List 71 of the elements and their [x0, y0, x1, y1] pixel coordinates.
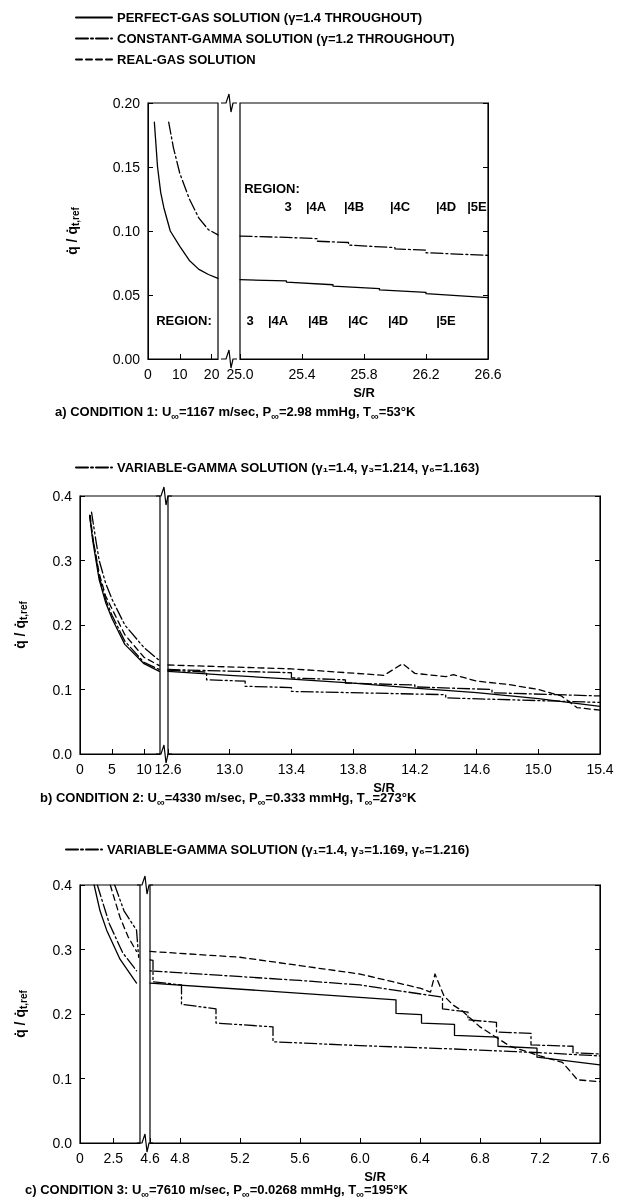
x-axis-title: S/R — [353, 384, 376, 400]
x-tick-label: 12.6 — [154, 761, 182, 777]
y-axis-title: q̇ / q̇t,ref — [64, 206, 81, 255]
x-tick-label: 25.8 — [350, 366, 378, 382]
x-tick-label: 4.8 — [170, 1150, 190, 1166]
y-tick-label: 0.4 — [52, 488, 73, 504]
x-tick-label: 15.0 — [524, 761, 553, 777]
x-tick-label: 26.6 — [474, 366, 502, 382]
y-tick-label: 0.15 — [112, 159, 141, 175]
annotation: 3 — [246, 312, 254, 328]
x-tick-label: 7.2 — [530, 1150, 550, 1166]
x-tick-label: 0 — [144, 366, 153, 382]
x-tick-label: 13.8 — [339, 761, 367, 777]
text: a) CONDITION 1: U$_{∞}$=1167 m/sec, P$_{∞}$=2.98 mmHg, T$_{∞}$=53°K — [55, 404, 416, 422]
y-tick-label: 0.20 — [112, 95, 141, 111]
annotation: 3 — [284, 198, 292, 214]
annotation: REGION: — [244, 180, 300, 196]
x-tick-label: 6.4 — [410, 1150, 430, 1166]
y-tick-label: 0.05 — [112, 287, 141, 303]
annotation: |4D — [435, 198, 457, 214]
x-tick-label: 0 — [76, 761, 85, 777]
legend-label: PERFECT-GAS SOLUTION (γ=1.4 THROUGHOUT) — [117, 10, 423, 25]
annotation: |4D — [387, 312, 409, 328]
x-tick-label: 2.5 — [103, 1150, 124, 1166]
legend-label: REAL-GAS SOLUTION — [117, 52, 256, 67]
x-tick-label: 0 — [76, 1150, 85, 1166]
y-tick-label: 0.4 — [52, 877, 73, 893]
y-tick-label: 0.1 — [52, 681, 73, 698]
x-tick-label: 10 — [136, 761, 152, 777]
y-tick-label: 0.0 — [52, 746, 73, 762]
legend-label: VARIABLE-GAMMA SOLUTION (γ₁=1.4, γ₃=1.214, γ₆=1.163) — [117, 460, 480, 475]
annotation: |5E — [467, 198, 488, 214]
y-tick-label: 0.2 — [52, 617, 73, 633]
y-tick-label: 0.00 — [112, 351, 141, 367]
y-tick-label: 0.0 — [52, 1135, 73, 1151]
x-tick-label: 25.0 — [226, 366, 254, 382]
x-tick-label: 26.2 — [412, 366, 440, 382]
legend-label: VARIABLE-GAMMA SOLUTION (γ₁=1.4, γ₃=1.169, γ₆=1.216) — [107, 842, 470, 857]
annotation: |4A — [267, 312, 289, 328]
x-tick-label: 20 — [203, 366, 220, 382]
x-tick-label: 5.2 — [230, 1150, 250, 1166]
y-tick-label: 0.3 — [52, 552, 73, 569]
annotation: |4C — [347, 312, 369, 328]
annotation: |4C — [389, 198, 411, 214]
y-tick-label: 0.10 — [112, 223, 141, 239]
annotation: |4B — [343, 198, 365, 214]
y-tick-label: 0.2 — [52, 1006, 73, 1022]
annotation: |5E — [436, 312, 457, 328]
annotation: |4A — [305, 198, 327, 214]
x-tick-label: 5.6 — [290, 1150, 310, 1166]
x-tick-label: 10 — [172, 366, 188, 382]
x-tick-label: 5 — [108, 761, 117, 777]
legend-label: CONSTANT-GAMMA SOLUTION (γ=1.2 THROUGHOUT) — [117, 31, 455, 46]
y-tick-label: 0.1 — [52, 1070, 73, 1087]
y-axis-title: q̇ / q̇t,ref — [12, 989, 29, 1038]
text: c) CONDITION 3: U$_{∞}$=7610 m/sec, P$_{∞}$=0.0268 mmHg, T$_{∞}$=195°K — [25, 1182, 408, 1200]
annotation: REGION: — [156, 312, 212, 328]
x-tick-label: 15.4 — [586, 761, 614, 777]
x-tick-label: 14.6 — [462, 761, 491, 777]
x-tick-label: 13.0 — [216, 761, 244, 777]
x-tick-label: 4.6 — [140, 1150, 160, 1166]
x-tick-label: 6.8 — [470, 1150, 490, 1166]
x-tick-label: 13.4 — [277, 761, 306, 777]
x-tick-label: 7.6 — [590, 1150, 610, 1166]
y-tick-label: 0.3 — [52, 941, 73, 958]
y-axis-title: q̇ / q̇t,ref — [12, 600, 29, 649]
x-tick-label: 14.2 — [401, 761, 429, 777]
annotation: |4B — [307, 312, 329, 328]
x-tick-label: 6.0 — [350, 1150, 370, 1166]
x-axis-title: S/R — [364, 1168, 387, 1184]
x-tick-label: 25.4 — [288, 366, 316, 382]
